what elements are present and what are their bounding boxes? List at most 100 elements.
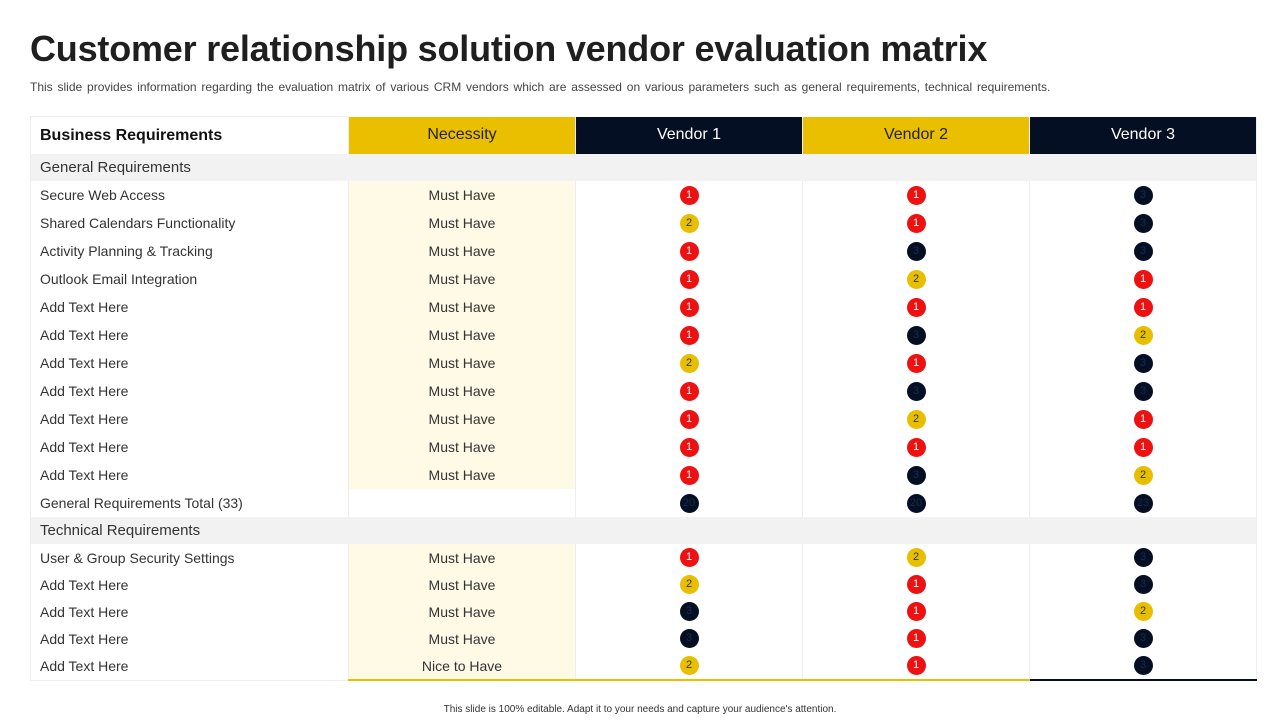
requirement-label: Secure Web Access: [30, 181, 349, 209]
vendor-3-score-cell: 1: [1029, 433, 1257, 461]
requirement-label: General Requirements Total (33): [30, 489, 349, 517]
vendor-1-score-cell: 3: [575, 598, 803, 625]
vendor-1-score-cell: 1: [575, 433, 803, 461]
vendor-3-score-cell: 3: [1029, 209, 1257, 237]
table-row: Add Text Here Must Have 1 3 2: [30, 461, 1257, 489]
score-badge: 1: [679, 437, 699, 457]
evaluation-matrix-table: Business Requirements Necessity Vendor 1…: [30, 116, 1257, 681]
score-badge: 1: [1133, 297, 1153, 317]
score-badge: 1: [679, 241, 699, 261]
score-badge: 3: [1133, 353, 1153, 373]
requirement-label: Add Text Here: [30, 571, 349, 598]
requirement-label: Add Text Here: [30, 598, 349, 625]
necessity-cell: Must Have: [348, 321, 576, 349]
score-badge: 3: [1133, 213, 1153, 233]
table-header-row: Business Requirements Necessity Vendor 1…: [30, 116, 1257, 154]
table-row: Activity Planning & Tracking Must Have 1 3 3: [30, 237, 1257, 265]
header-vendor-1: Vendor 1: [575, 116, 803, 154]
vendor-3-score-cell: 23: [1029, 489, 1257, 517]
score-badge: 1: [906, 437, 926, 457]
score-badge: 3: [906, 381, 926, 401]
vendor-1-score-cell: 1: [575, 544, 803, 571]
requirement-label: Activity Planning & Tracking: [30, 237, 349, 265]
page-title: Customer relationship solution vendor ev…: [30, 28, 988, 69]
vendor-2-score-cell: 1: [802, 625, 1030, 652]
section-row: Technical Requirements: [30, 517, 1257, 544]
necessity-cell: Must Have: [348, 461, 576, 489]
score-badge: 1: [906, 629, 926, 648]
necessity-cell: Must Have: [348, 209, 576, 237]
score-badge: 3: [1133, 241, 1153, 261]
table-row: Add Text Here Must Have 3 1 3: [30, 625, 1257, 652]
vendor-2-score-cell: 1: [802, 598, 1030, 625]
necessity-cell: Nice to Have: [348, 652, 576, 681]
necessity-cell: Must Have: [348, 237, 576, 265]
vendor-3-score-cell: 3: [1029, 377, 1257, 405]
table-row: Secure Web Access Must Have 1 1 3: [30, 181, 1257, 209]
vendor-2-score-cell: 1: [802, 652, 1030, 681]
score-badge: 3: [1133, 575, 1153, 594]
score-badge: 2: [679, 353, 699, 373]
table-row: Add Text Here Must Have 2 1 3: [30, 571, 1257, 598]
header-vendor-2: Vendor 2: [802, 116, 1030, 154]
header-business-requirements: Business Requirements: [30, 116, 349, 154]
necessity-cell: Must Have: [348, 625, 576, 652]
vendor-1-score-cell: 20: [575, 489, 803, 517]
vendor-3-score-cell: 3: [1029, 181, 1257, 209]
vendor-1-score-cell: 1: [575, 237, 803, 265]
vendor-3-score-cell: 2: [1029, 598, 1257, 625]
vendor-3-score-cell: 2: [1029, 321, 1257, 349]
requirement-label: Add Text Here: [30, 652, 349, 681]
score-badge: 1: [1133, 269, 1153, 289]
table-row: Outlook Email Integration Must Have 1 2 1: [30, 265, 1257, 293]
score-badge: 1: [906, 185, 926, 205]
vendor-3-score-cell: 1: [1029, 293, 1257, 321]
score-badge: 1: [906, 602, 926, 621]
necessity-cell: Must Have: [348, 349, 576, 377]
necessity-cell: Must Have: [348, 433, 576, 461]
score-badge: 2: [679, 656, 699, 675]
score-badge: 1: [679, 269, 699, 289]
requirement-label: Add Text Here: [30, 349, 349, 377]
vendor-1-score-cell: 2: [575, 652, 803, 681]
score-badge: 2: [679, 213, 699, 233]
requirement-label: Outlook Email Integration: [30, 265, 349, 293]
score-badge: 3: [906, 325, 926, 345]
vendor-1-score-cell: 1: [575, 377, 803, 405]
score-badge: 1: [906, 297, 926, 317]
score-badge: 2: [1133, 465, 1153, 485]
score-badge: 3: [1133, 185, 1153, 205]
vendor-2-score-cell: 1: [802, 209, 1030, 237]
table-row: General Requirements Total (33) 20 20 23: [30, 489, 1257, 517]
section-row: General Requirements: [30, 154, 1257, 181]
vendor-3-score-cell: 2: [1029, 461, 1257, 489]
page-subtitle: This slide provides information regardin…: [30, 80, 1051, 94]
score-badge: 3: [1133, 548, 1153, 567]
score-badge: 23: [1133, 493, 1153, 513]
vendor-1-score-cell: 1: [575, 265, 803, 293]
vendor-1-score-cell: 2: [575, 349, 803, 377]
score-badge: 2: [906, 409, 926, 429]
table-row: Add Text Here Must Have 1 3 2: [30, 321, 1257, 349]
score-badge: 1: [679, 548, 699, 567]
vendor-3-score-cell: 3: [1029, 544, 1257, 571]
necessity-cell: Must Have: [348, 598, 576, 625]
vendor-1-score-cell: 2: [575, 571, 803, 598]
necessity-cell: [348, 489, 576, 517]
vendor-3-score-cell: 3: [1029, 652, 1257, 681]
requirement-label: Add Text Here: [30, 625, 349, 652]
requirement-label: Add Text Here: [30, 321, 349, 349]
score-badge: 20: [679, 493, 699, 513]
score-badge: 3: [1133, 656, 1153, 675]
vendor-1-score-cell: 3: [575, 625, 803, 652]
vendor-3-score-cell: 3: [1029, 625, 1257, 652]
vendor-2-score-cell: 3: [802, 377, 1030, 405]
section-title: General Requirements: [30, 154, 1257, 181]
necessity-cell: Must Have: [348, 571, 576, 598]
score-badge: 1: [906, 213, 926, 233]
vendor-2-score-cell: 1: [802, 181, 1030, 209]
vendor-3-score-cell: 1: [1029, 265, 1257, 293]
score-badge: 1: [906, 656, 926, 675]
score-badge: 1: [906, 575, 926, 594]
vendor-3-score-cell: 3: [1029, 237, 1257, 265]
